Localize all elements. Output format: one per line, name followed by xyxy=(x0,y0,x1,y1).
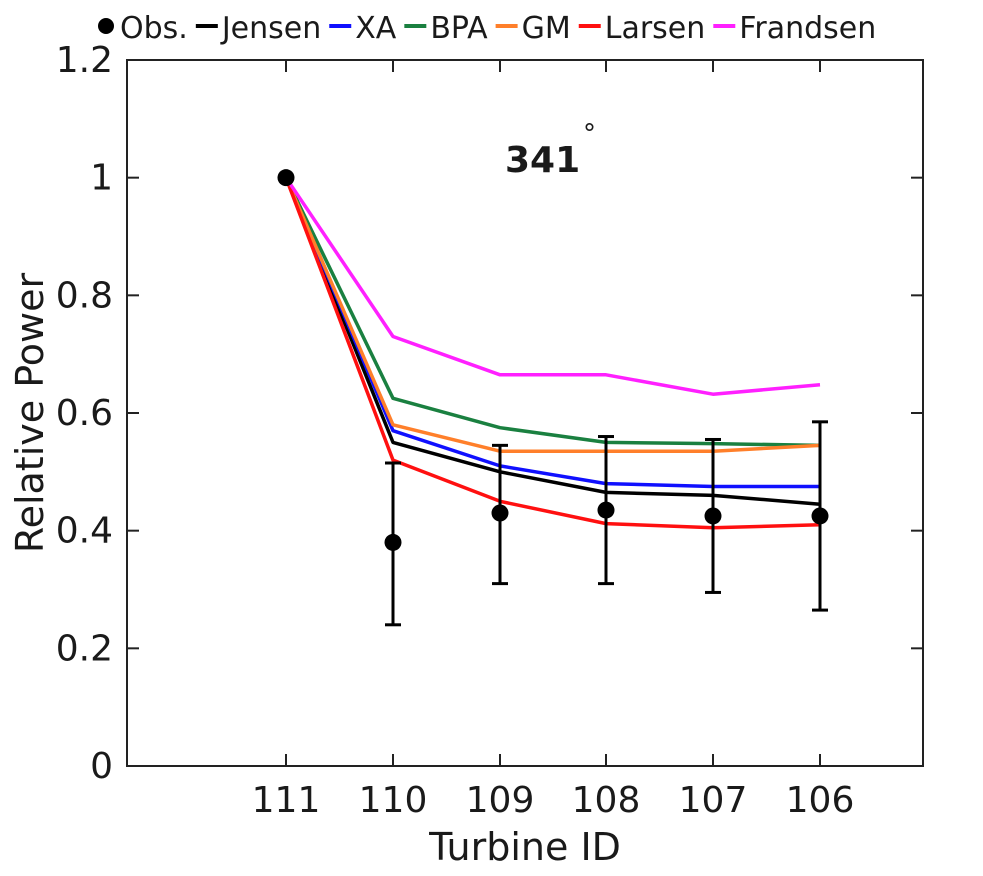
y-axis: 0 0.2 0.4 0.6 0.8 1 1.2 xyxy=(56,40,923,787)
series-line-jensen xyxy=(284,177,821,506)
legend-marker-obs xyxy=(98,18,114,34)
x-tick-label: 107 xyxy=(679,780,748,821)
legend-label-jensen: Jensen xyxy=(220,11,321,46)
x-tick-label: 111 xyxy=(252,780,321,821)
y-tick-label: 0.6 xyxy=(56,393,113,434)
legend-label-larsen: Larsen xyxy=(605,11,706,46)
obs-point xyxy=(704,507,722,525)
y-tick-label: 1.2 xyxy=(56,40,113,81)
legend-label-obs: Obs. xyxy=(120,11,188,46)
observation-series xyxy=(277,169,829,627)
y-tick-label: 1 xyxy=(90,158,113,199)
degree-symbol: ° xyxy=(583,119,596,149)
series-line-bpa xyxy=(284,176,821,448)
series-line-frandsen xyxy=(284,176,821,396)
model-series xyxy=(284,176,821,530)
obs-point xyxy=(277,169,295,187)
x-tick-label: 109 xyxy=(466,780,535,821)
x-tick-label: 110 xyxy=(359,780,428,821)
y-tick-label: 0.4 xyxy=(56,511,113,552)
x-tick-label: 108 xyxy=(572,780,641,821)
y-axis-title: Relative Power xyxy=(8,273,52,554)
legend: Obs. Jensen XA BPA GM Larsen Frandsen xyxy=(98,11,876,46)
series-line-gm xyxy=(284,177,821,453)
obs-point xyxy=(811,507,829,525)
obs-point xyxy=(384,533,402,551)
x-axis: 111 110 109 108 107 106 xyxy=(252,60,855,821)
legend-label-frandsen: Frandsen xyxy=(739,11,876,46)
legend-label-bpa: BPA xyxy=(430,11,488,46)
obs-point xyxy=(597,501,615,519)
y-tick-label: 0.2 xyxy=(56,628,113,669)
x-tick-label: 106 xyxy=(786,780,855,821)
y-tick-label: 0 xyxy=(90,746,113,787)
x-axis-title: Turbine ID xyxy=(428,825,621,869)
obs-point xyxy=(491,504,509,522)
series-line-larsen xyxy=(284,177,821,530)
legend-label-gm: GM xyxy=(522,11,571,46)
series-line-xa xyxy=(284,177,820,489)
wind-direction-annotation: 341 xyxy=(505,140,580,181)
legend-label-xa: XA xyxy=(355,11,397,46)
y-tick-label: 0.8 xyxy=(56,275,113,316)
